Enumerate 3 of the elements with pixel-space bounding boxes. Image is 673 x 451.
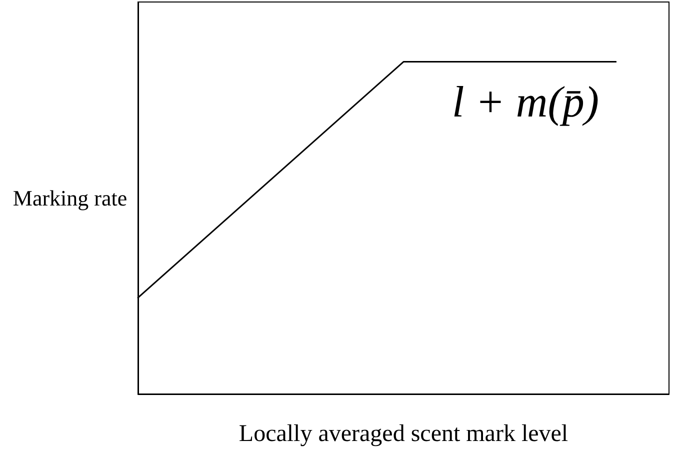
y-axis-title: Marking rate xyxy=(12,186,128,210)
annotation: l + m(p̄) xyxy=(452,78,599,126)
x-axis-title: Locally averaged scent mark level xyxy=(238,421,568,447)
